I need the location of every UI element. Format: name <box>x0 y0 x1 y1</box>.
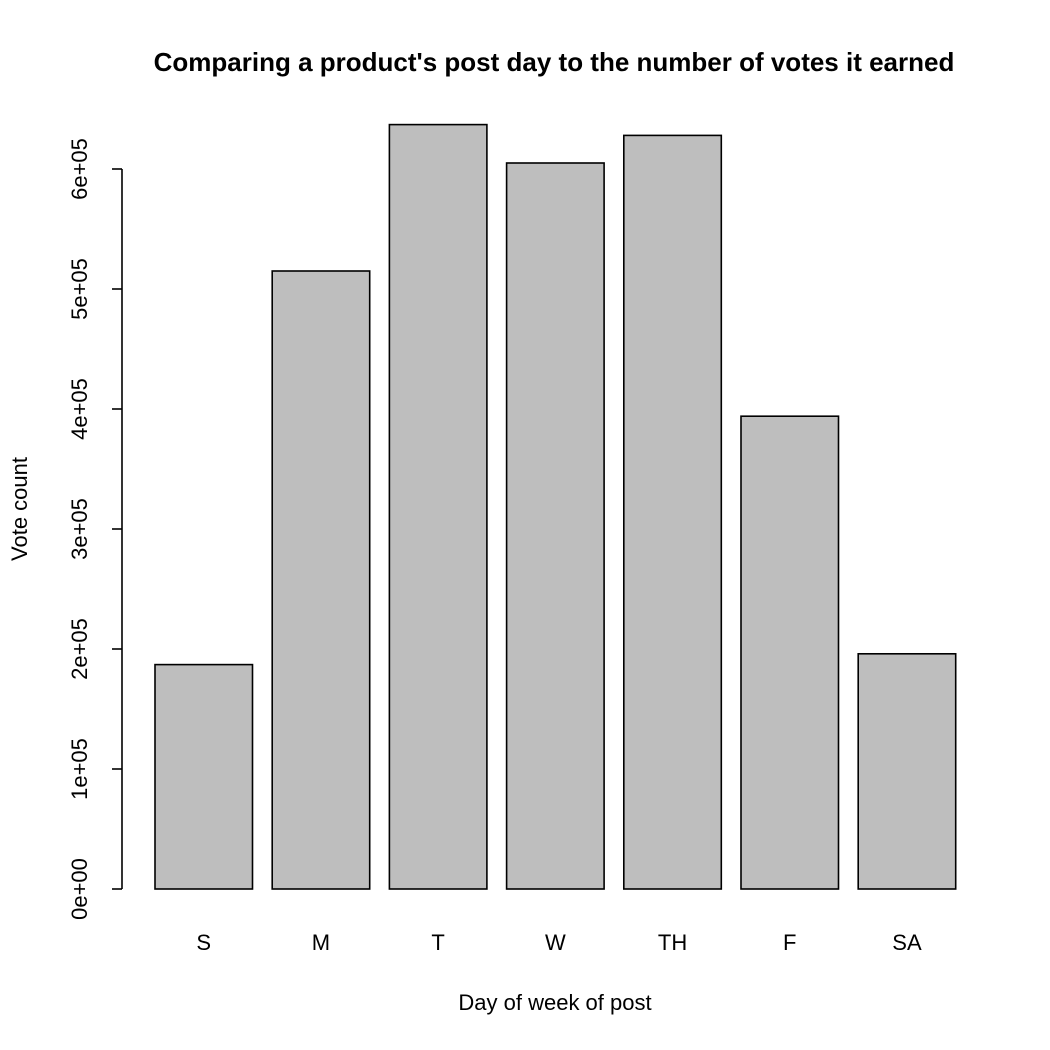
y-tick-label: 6e+05 <box>67 138 92 200</box>
y-tick-label: 3e+05 <box>67 498 92 560</box>
y-tick-label: 0e+00 <box>67 858 92 920</box>
bar-t <box>388 123 488 890</box>
x-tick-label-sa: SA <box>892 930 922 955</box>
x-axis-category-labels: S M T W TH F SA <box>196 930 922 955</box>
x-tick-label-f: F <box>783 930 796 955</box>
x-tick-label-m: M <box>312 930 330 955</box>
x-tick-label-t: T <box>431 930 444 955</box>
x-tick-label-th: TH <box>658 930 687 955</box>
x-tick-label-s: S <box>196 930 211 955</box>
chart-title: Comparing a product's post day to the nu… <box>154 47 955 77</box>
bar-s <box>154 663 254 890</box>
bar-sa <box>857 652 957 890</box>
bar-w <box>505 162 605 890</box>
y-tick-label: 2e+05 <box>67 618 92 680</box>
x-tick-label-w: W <box>545 930 566 955</box>
y-tick-label: 1e+05 <box>67 738 92 800</box>
x-axis-label: Day of week of post <box>458 990 651 1015</box>
bar-th <box>622 134 723 890</box>
y-tick-label: 4e+05 <box>67 378 92 440</box>
y-axis: 0e+00 1e+05 2e+05 3e+05 4e+05 5e+05 6e+05 <box>67 138 123 920</box>
y-axis-label: Vote count <box>7 457 32 561</box>
bar-m <box>271 270 371 890</box>
bar-f <box>740 415 840 890</box>
y-tick-label: 5e+05 <box>67 258 92 320</box>
bars-group <box>154 123 957 890</box>
